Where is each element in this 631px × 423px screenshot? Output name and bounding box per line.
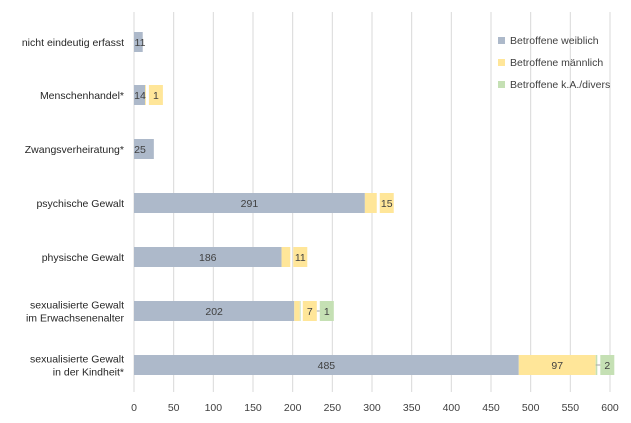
x-tick-label: 200 (284, 402, 302, 414)
x-tick-label: 500 (522, 402, 540, 414)
data-label: 2 (604, 360, 610, 372)
bar-segment (134, 355, 519, 375)
data-label: 485 (318, 360, 336, 372)
data-label: 202 (205, 306, 223, 318)
x-tick-label: 100 (205, 402, 223, 414)
data-label-box (319, 301, 334, 321)
category-label: Zwangsverheiratung* (25, 144, 124, 156)
data-label: 7 (307, 306, 313, 318)
legend-swatch (498, 81, 505, 88)
bar-segment (518, 355, 596, 375)
data-label: 11 (135, 37, 146, 49)
category-label: sexualisierte Gewalt (30, 300, 124, 312)
category-label: im Erwachsenenalter (26, 313, 125, 325)
category-label: physische Gewalt (42, 252, 124, 264)
data-label: 97 (551, 360, 563, 372)
legend-swatch (498, 59, 505, 66)
bar-segment (299, 301, 301, 321)
category-labels: nicht eindeutig erfasst Menschenhandel* Zw… (22, 37, 125, 379)
bar-segment (134, 32, 143, 52)
data-label: 15 (381, 198, 393, 210)
legend-label: Betroffene männlich (510, 57, 603, 69)
category-label: in der Kindheit* (53, 367, 124, 379)
data-label: 25 (134, 144, 146, 156)
legend: Betroffene weiblich Betroffene männlich Be… (498, 35, 610, 91)
legend-label: Betroffene k.A./divers (510, 79, 610, 91)
x-tick-labels: 0 50 100 150 200 250 300 350 400 450 500 550 600 (131, 402, 619, 414)
legend-swatch (498, 37, 505, 44)
category-label: Menschenhandel* (40, 90, 124, 102)
data-label: 14 (134, 90, 146, 102)
bar-segment (134, 301, 295, 321)
x-tick-label: 350 (403, 402, 421, 414)
data-label-box (600, 355, 615, 375)
x-tick-label: 50 (168, 402, 180, 414)
bar-segment (134, 139, 154, 159)
category-label: nicht eindeutig erfasst (22, 37, 124, 49)
data-label: 1 (153, 90, 159, 102)
data-label-box (148, 85, 163, 105)
bar-segment (281, 247, 291, 267)
data-label: 291 (241, 198, 259, 210)
bar-segment (364, 193, 377, 213)
x-tick-label: 0 (131, 402, 137, 414)
bar-segment (145, 85, 146, 105)
category-label: psychische Gewalt (36, 198, 124, 210)
data-label-box (302, 301, 317, 321)
data-label-box (293, 247, 308, 267)
data-label: 186 (199, 252, 217, 264)
x-tick-label: 550 (562, 402, 580, 414)
x-tick-label: 300 (363, 402, 381, 414)
x-tick-label: 400 (443, 402, 461, 414)
bar-segment (134, 193, 365, 213)
category-label: sexualisierte Gewalt (30, 354, 124, 366)
data-label-box (379, 193, 394, 213)
bar-segment (294, 301, 300, 321)
bar-segment (134, 247, 282, 267)
x-tick-label: 450 (482, 402, 500, 414)
legend-label: Betroffene weiblich (510, 35, 599, 47)
x-tick-label: 150 (244, 402, 262, 414)
bars (134, 32, 598, 375)
data-label: 11 (295, 252, 306, 264)
x-tick-label: 250 (324, 402, 342, 414)
bar-segment (134, 85, 146, 105)
x-tick-label: 600 (601, 402, 619, 414)
data-label: 1 (324, 306, 330, 318)
